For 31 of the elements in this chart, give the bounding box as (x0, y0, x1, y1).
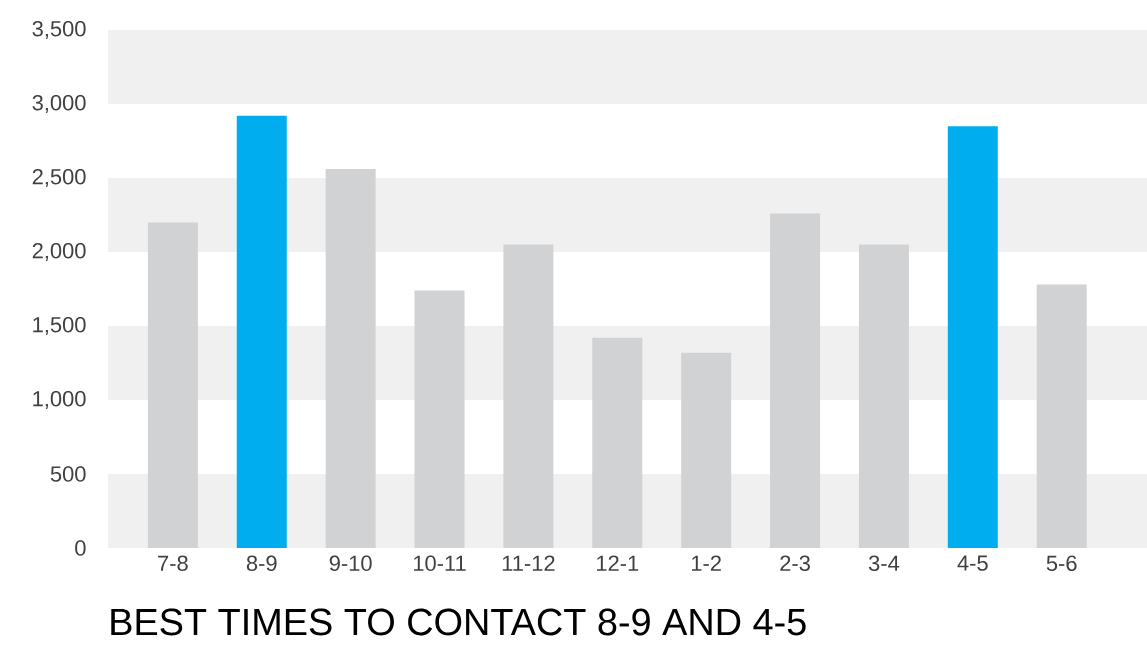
bar (147, 222, 198, 548)
text: BEST TIMES TO CONTACT 8-9 AND 4-5 (111, 608, 806, 636)
y-tick-label: 2,000 (32, 242, 86, 262)
bar (1036, 284, 1087, 548)
y-tick-label: 1,000 (33, 390, 86, 410)
y-tick-label: 500 (50, 466, 86, 482)
x-tick-label: 11-12 (502, 555, 555, 571)
x-tick-label: 7-8 (158, 555, 188, 572)
y-tick-label: 3,500 (32, 20, 86, 40)
x-tick-label: 12-1 (597, 555, 639, 571)
y-tick-label: 1,500 (33, 316, 86, 336)
bar (858, 244, 909, 548)
bar (236, 115, 287, 548)
bar (592, 337, 643, 548)
bar (414, 290, 465, 548)
bar (770, 213, 821, 548)
bar (503, 244, 554, 548)
x-tick-label: 5-6 (1046, 555, 1077, 572)
x-tick-label: 3-4 (868, 555, 900, 572)
y-tick-label: 3,000 (32, 94, 86, 114)
x-tick-label: 9-10 (329, 555, 372, 572)
x-tick-label: 10-11 (413, 555, 466, 572)
y-tick-label: 0 (75, 540, 86, 556)
x-tick-label: 2-3 (780, 555, 810, 572)
x-tick-label: 8-9 (246, 555, 277, 572)
x-tick-label: 1-2 (691, 555, 721, 571)
bar (325, 169, 376, 548)
bar (681, 352, 732, 548)
bar (947, 126, 998, 548)
y-tick-label: 2,500 (32, 168, 86, 188)
x-tick-label: 4-5 (957, 555, 988, 571)
